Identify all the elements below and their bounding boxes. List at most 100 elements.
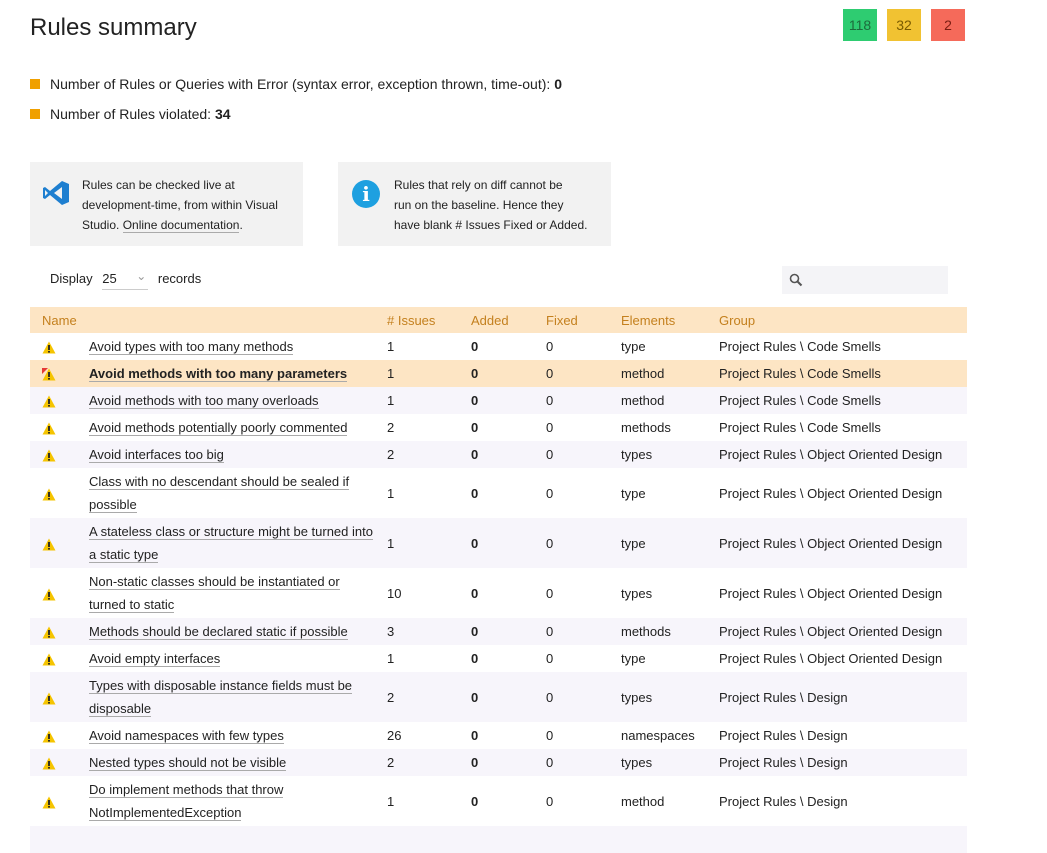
rule-name-cell: Non-static classes should be instantiate…	[89, 568, 387, 618]
group-cell: Project Rules \ Design	[719, 728, 848, 743]
table-header-row: Name # Issues Added Fixed Elements Group	[30, 307, 967, 333]
rule-name-link[interactable]: Avoid empty interfaces	[89, 651, 221, 667]
search-input[interactable]	[782, 266, 948, 294]
group-cell: Project Rules \ Object Oriented Design	[719, 447, 943, 462]
online-documentation-link[interactable]: Online documentation	[122, 218, 240, 233]
added-cell: 0	[471, 447, 479, 462]
added-cell: 0	[471, 651, 479, 666]
rule-name-link[interactable]: turned to static	[89, 597, 175, 613]
table-row[interactable]: Avoid namespaces with few types 26 0 0 n…	[30, 722, 967, 749]
rule-name-link[interactable]: Nested types should not be visible	[89, 755, 287, 771]
column-header-group[interactable]: Group	[719, 307, 967, 333]
table-row[interactable]: Avoid types with too many methods 1 0 0 …	[30, 333, 967, 360]
rules-warning-badge[interactable]: 32	[887, 9, 921, 41]
rule-name-link[interactable]: A stateless class or structure might be …	[89, 524, 373, 540]
rule-name-link[interactable]: Avoid methods with too many overloads	[89, 393, 319, 409]
group-cell: Project Rules \ Code Smells	[719, 420, 881, 435]
rule-name-link[interactable]: disposable	[89, 701, 152, 717]
rule-name-link[interactable]: Avoid namespaces with few types	[89, 728, 284, 744]
rule-name-cell: Methods should be declared static if pos…	[89, 618, 387, 645]
info-text-line: Rules can be checked live at	[82, 178, 235, 192]
rule-name-link[interactable]: Do implement methods that throw	[89, 782, 284, 798]
warning-icon	[42, 730, 56, 743]
elements-cell: type	[621, 485, 646, 501]
warning-triangle-shape	[42, 626, 56, 639]
warning-icon	[42, 395, 56, 408]
table-row[interactable]: Types with disposable instance fields mu…	[30, 672, 967, 722]
group-cell: Project Rules \ Object Oriented Design	[719, 624, 943, 639]
rule-name-cell: Avoid methods potentially poorly comment…	[89, 414, 387, 441]
column-header-name[interactable]: Name	[30, 307, 387, 333]
rule-name-cell: Nested types should not be visible	[89, 749, 387, 776]
rule-name-link[interactable]: Avoid methods potentially poorly comment…	[89, 420, 348, 436]
info-icon: i	[352, 180, 380, 208]
warning-icon	[42, 449, 56, 462]
table-row[interactable]: Avoid methods potentially poorly comment…	[30, 414, 967, 441]
column-header-added[interactable]: Added	[471, 307, 546, 333]
table-row[interactable]: Non-static classes should be instantiate…	[30, 568, 967, 618]
fixed-cell: 0	[546, 366, 554, 381]
warning-cell	[30, 441, 89, 468]
issues-cell: 2	[387, 420, 395, 435]
rule-name-cell: Avoid empty interfaces	[89, 645, 387, 672]
added-cell: 0	[471, 728, 479, 743]
fixed-cell: 0	[546, 793, 554, 809]
fixed-cell: 0	[546, 585, 554, 601]
rule-name-link[interactable]: a static type	[89, 547, 159, 563]
fixed-cell: 0	[546, 624, 554, 639]
table-row[interactable]: Avoid interfaces too big 2 0 0 types Pro…	[30, 441, 967, 468]
warning-cell	[30, 360, 89, 387]
column-header-fixed[interactable]: Fixed	[546, 307, 621, 333]
table-row[interactable]: Do implement methods that throw NotImplem…	[30, 776, 967, 826]
table-row[interactable]: Nested types should not be visible 2 0 0…	[30, 749, 967, 776]
warning-triangle-shape	[42, 653, 56, 666]
warning-triangle-shape	[42, 730, 56, 743]
info-text-line: Rules that rely on diff cannot be	[394, 178, 563, 192]
fixed-cell: 0	[546, 689, 554, 705]
rule-name-link[interactable]: Non-static classes should be instantiate…	[89, 574, 340, 590]
elements-cell: types	[621, 755, 653, 770]
issues-cell: 2	[387, 755, 395, 770]
added-cell: 0	[471, 485, 479, 501]
rule-name-cell: Class with no descendant should be seale…	[89, 468, 387, 518]
table-row-selected[interactable]: Avoid methods with too many parameters 1…	[30, 360, 967, 387]
info-text-line: Studio. Online documentation.	[82, 215, 278, 235]
column-header-elements[interactable]: Elements	[621, 307, 719, 333]
stat-value: 34	[214, 106, 231, 122]
table-row[interactable]: Class with no descendant should be seale…	[30, 468, 967, 518]
elements-cell: method	[621, 366, 665, 381]
rule-name-link[interactable]: Types with disposable instance fields mu…	[89, 678, 353, 694]
group-cell: Project Rules \ Object Oriented Design	[719, 651, 943, 666]
stat-label: Number of Rules or Queries with Error (s…	[50, 76, 555, 92]
info-text-line: development-time, from within Visual	[82, 198, 278, 212]
rule-name-link[interactable]: possible	[89, 497, 137, 513]
elements-cell: namespaces	[621, 728, 695, 743]
table-row[interactable]: Avoid empty interfaces 1 0 0 type Projec…	[30, 645, 967, 672]
rule-name-link[interactable]: Avoid types with too many methods	[89, 339, 294, 355]
rule-name-link[interactable]: Avoid interfaces too big	[89, 447, 224, 463]
page-title: Rules summary	[30, 14, 197, 41]
added-cell: 0	[471, 793, 479, 809]
table-row[interactable]: Avoid methods with too many overloads 1 …	[30, 387, 967, 414]
column-header-issues[interactable]: # Issues	[387, 307, 471, 333]
fixed-cell: 0	[546, 651, 554, 666]
rule-name-link[interactable]: Methods should be declared static if pos…	[89, 624, 348, 640]
table-row[interactable]: A stateless class or structure might be …	[30, 518, 967, 568]
warning-icon	[42, 796, 56, 809]
table-row[interactable]: Methods should be declared static if pos…	[30, 618, 967, 645]
warning-cell	[30, 645, 89, 672]
rule-name-link[interactable]: NotImplementedException	[89, 805, 242, 821]
rule-name-link[interactable]: Avoid methods with too many parameters	[89, 366, 348, 382]
visual-studio-icon	[43, 181, 69, 205]
issues-cell: 1	[387, 651, 395, 666]
warning-triangle-shape	[42, 796, 56, 809]
page-size-select[interactable]: 25 ⌄	[102, 269, 149, 290]
warning-cell	[30, 568, 89, 618]
rule-name-cell: Avoid methods with too many overloads	[89, 387, 387, 414]
added-cell: 0	[471, 366, 479, 381]
rule-name-link[interactable]: Class with no descendant should be seale…	[89, 474, 350, 490]
rules-error-badge[interactable]: 2	[931, 9, 965, 41]
added-cell: 0	[471, 535, 479, 551]
rules-ok-badge[interactable]: 118	[843, 9, 877, 41]
bullet-square-icon	[30, 79, 40, 89]
